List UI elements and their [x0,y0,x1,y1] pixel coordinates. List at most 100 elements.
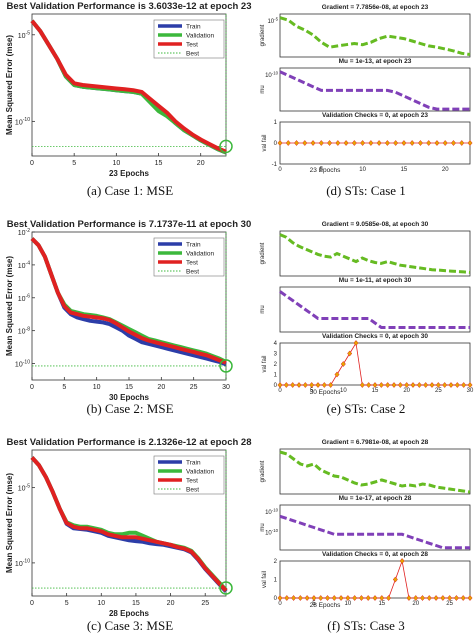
val-fail-point [359,382,365,388]
mse-y-axis-label: Mean Squared Error (mse) [5,473,14,573]
mse-x-axis-label: 28 Epochs [109,609,150,618]
x-tick-label: 5 [62,384,66,391]
y-tick-label: 10-10 [265,507,279,516]
val-fail-point [311,595,317,601]
val-fail-point [372,595,378,601]
val-fail-x-axis-label: 30 Epochs [310,389,341,396]
y-tick-label: 10-4 [18,261,30,270]
mu-y-axis-label: mu [260,85,266,93]
val-fail-point [283,382,289,388]
val-fail-point [417,140,423,146]
val-fail-point [467,140,473,146]
val-fail-point [321,382,327,388]
x-tick-label: 10 [93,384,101,391]
gradient-plot-title: Gradient = 7.7856e-08, at epoch 23 [322,4,429,11]
mu-line [279,290,470,329]
legend-label: Test [186,42,198,49]
x-tick-label: 10 [97,600,105,607]
x-tick-label: 15 [401,167,408,173]
x-tick-label: 10 [345,601,352,607]
legend-label: Train [186,242,201,249]
x-tick-label: 15 [125,384,133,391]
x-tick-label: 20 [197,160,205,167]
val-fail-point [429,382,435,388]
x-tick-label: 20 [412,601,419,607]
x-tick-label: 10 [340,388,347,394]
x-tick-label: 30 [467,388,474,394]
x-tick-label: 30 [222,384,230,391]
val-fail-x-axis-label: 28 Epochs [310,602,341,609]
subfigure-caption: (b) Case 2: MSE [86,401,173,416]
val-fail-point [385,382,391,388]
y-tick-label: 10-8 [18,327,30,336]
val-fail-point [327,140,333,146]
val-fail-y-axis-label: val fail [262,355,268,372]
best-point-marker [219,359,233,373]
x-tick-label: 5 [65,600,69,607]
x-tick-label: 5 [72,160,76,167]
y-tick-label: 10-5 [267,16,278,25]
val-fail-y-axis-label: val fail [262,571,268,588]
val-fail-point [290,382,296,388]
val-fail-point [318,595,324,601]
val-fail-point [328,382,334,388]
x-tick-label: 0 [30,384,34,391]
val-fail-point [423,382,429,388]
y-tick-label: 2 [274,362,278,368]
y-tick-label: 0 [274,141,278,147]
legend-label: Train [186,24,201,31]
val-fail-plot-area [279,560,471,599]
x-tick-label: 25 [446,601,453,607]
best-point-marker [219,139,233,154]
val-fail-point [340,361,346,367]
gradient-plot-area [279,13,471,58]
mu-plot-area [279,286,471,333]
gradient-plot-title: Gradient = 6.7981e-08, at epoch 28 [322,439,429,446]
mse-y-axis-label: Mean Squared Error (mse) [5,256,14,356]
val-fail-point [324,595,331,601]
y-tick-label: 4 [274,341,278,347]
mu-plot-title: Mu = 1e-11, at epoch 30 [339,277,412,284]
val-fail-point [376,140,382,146]
y-tick-label: 0 [274,596,278,602]
val-fail-point [391,382,397,388]
val-fail-point [334,371,340,378]
val-fail-y-axis-label: val fail [262,134,268,151]
y-tick-label: 1 [274,120,278,126]
val-fail-plot-title: Validation Checks = 0, at epoch 30 [322,333,428,340]
val-fail-point [297,595,303,601]
val-fail-point [338,595,344,601]
val-fail-plot-area [279,342,471,386]
x-tick-label: 15 [378,601,385,607]
x-tick-label: 0 [278,388,282,394]
val-fail-point [399,558,405,564]
val-fail-point [392,576,398,583]
val-fail-point [419,595,426,601]
subfigure-caption: (d) STs: Case 1 [326,183,406,198]
mu-plot-area [279,67,471,112]
mu-plot-title: Mu = 1e-13, at epoch 23 [339,58,412,65]
val-fail-point [358,595,364,601]
val-fail-point [335,140,341,146]
val-fail-point [277,140,283,146]
y-tick-label: 10-5 [18,483,30,492]
val-fail-point [440,595,446,601]
y-tick-label: 1 [274,578,278,584]
val-fail-plot-title: Validation Checks = 0, at epoch 28 [322,551,428,558]
val-fail-point [291,595,297,601]
mse-x-axis-label: 23 Epochs [109,169,150,178]
val-fail-point [467,382,473,388]
series-line-test [30,237,227,365]
y-tick-label: 10-10 [265,70,279,79]
y-tick-label: 10-2 [18,228,30,237]
val-fail-point [296,382,302,388]
val-fail-point [397,382,403,388]
mu-y-axis-label: mu [260,523,266,531]
legend-label: Validation [186,469,214,476]
gradient-y-axis-label: gradient [260,242,266,264]
y-tick-label: 2 [274,559,278,565]
val-fail-point [353,340,359,346]
val-fail-point [293,140,300,146]
mse-y-axis-label: Mean Squared Error (mse) [5,35,14,135]
val-fail-point [318,140,324,146]
